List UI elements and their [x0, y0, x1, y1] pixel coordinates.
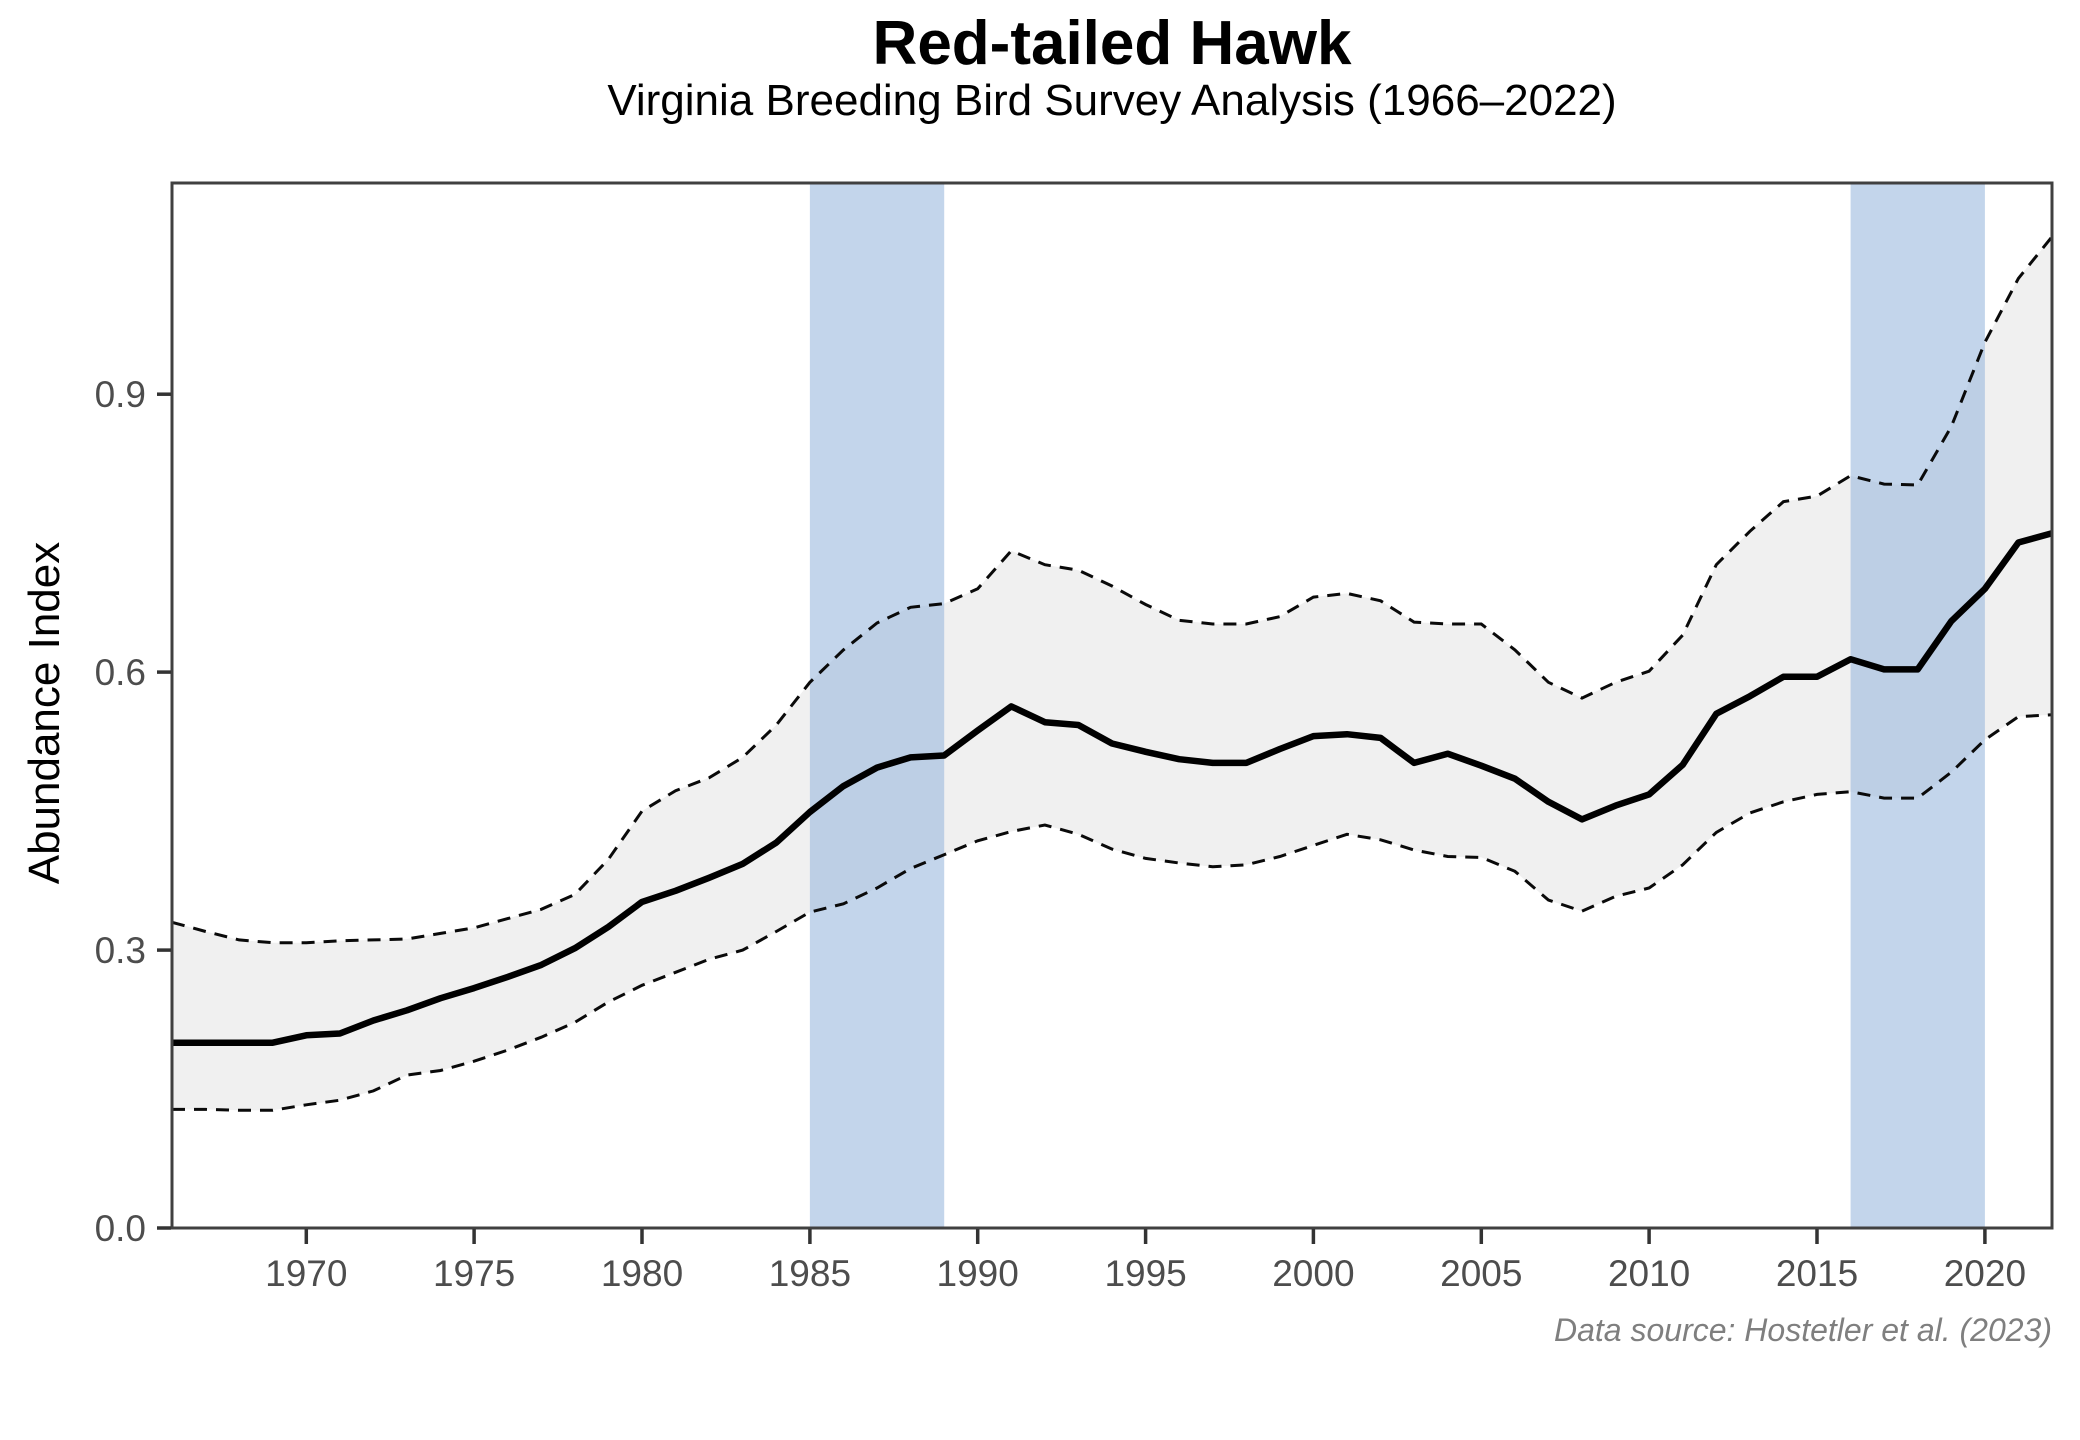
- x-tick-label: 2010: [1608, 1253, 1690, 1294]
- data-source-caption: Data source: Hostetler et al. (2023): [1553, 1312, 2052, 1348]
- x-tick-label: 1970: [265, 1253, 347, 1294]
- x-tick-label: 1990: [937, 1253, 1019, 1294]
- panel-border: [170, 181, 2054, 1230]
- chart-subtitle: Virginia Breeding Bird Survey Analysis (…: [607, 76, 1617, 125]
- y-tick-label: 0.9: [95, 374, 146, 415]
- y-tick-label: 0.3: [95, 930, 146, 971]
- x-tick-label: 1995: [1104, 1253, 1186, 1294]
- confidence-ribbon: [172, 236, 2052, 1111]
- highlight-band-1: [809, 183, 945, 1228]
- ci_upper-line: [171, 235, 2054, 945]
- x-tick-label: 2015: [1776, 1253, 1858, 1294]
- y-tick-label: 0.6: [95, 652, 146, 693]
- x-tick-label: 2000: [1272, 1253, 1354, 1294]
- ci_lower-line: [172, 713, 2053, 1112]
- y-tick-label: 0.0: [95, 1208, 146, 1249]
- x-tick-label: 2020: [1944, 1253, 2026, 1294]
- x-tick-label: 1975: [433, 1253, 515, 1294]
- x-tick-label: 1980: [601, 1253, 683, 1294]
- x-tick-label: 1985: [769, 1253, 851, 1294]
- abundance-trend-line: [172, 530, 2053, 1046]
- x-tick-label: 2005: [1440, 1253, 1522, 1294]
- highlight-band-2: [1850, 183, 1985, 1228]
- chart-title: Red-tailed Hawk: [872, 9, 1352, 78]
